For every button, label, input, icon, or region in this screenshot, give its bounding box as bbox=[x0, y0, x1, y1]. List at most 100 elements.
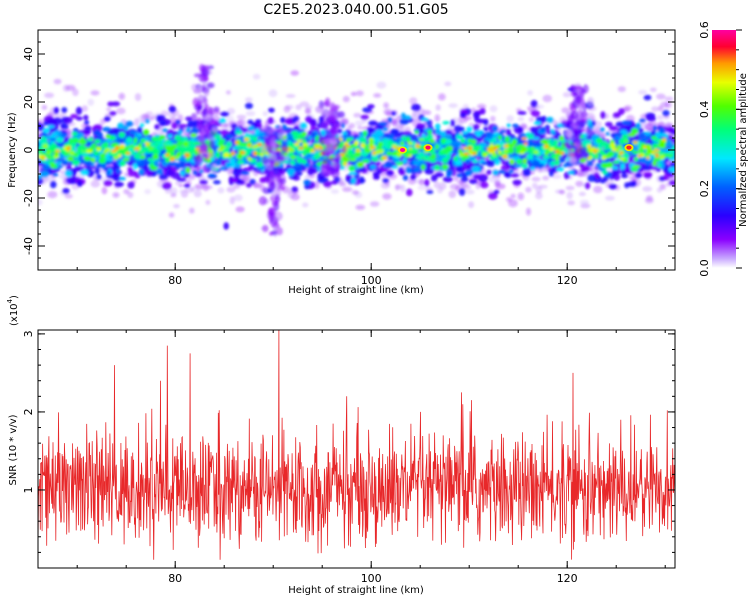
spectrogram-cell bbox=[229, 196, 235, 205]
spectrogram-cell bbox=[106, 107, 112, 112]
spectrogram-cell bbox=[631, 128, 639, 135]
spectrogram-cell bbox=[359, 176, 365, 184]
spectrogram-cell bbox=[62, 188, 70, 194]
spectrogram-excursion-cell bbox=[204, 114, 212, 122]
spectrogram-cell bbox=[444, 134, 452, 139]
spectrogram-cell bbox=[103, 141, 109, 148]
spectrogram-cell bbox=[454, 125, 462, 133]
spectrogram-cell bbox=[267, 117, 274, 125]
spectrogram-cell bbox=[656, 163, 662, 168]
spectrogram-cell bbox=[83, 155, 92, 162]
spectrogram-cell bbox=[87, 98, 95, 106]
spectrogram-cell bbox=[90, 180, 101, 188]
spectrogram-cell bbox=[191, 127, 199, 135]
spectrogram-cell bbox=[517, 116, 525, 122]
spectrogram-cell bbox=[503, 144, 509, 149]
spectrogram-cell bbox=[613, 168, 621, 176]
spectrogram-cell bbox=[472, 151, 477, 156]
spectrogram-cell bbox=[589, 148, 595, 152]
spectrogram-excursion-cell bbox=[206, 82, 215, 89]
spectrogram-cell bbox=[176, 177, 187, 182]
spectrogram-cell bbox=[40, 170, 49, 178]
spectrogram-cell bbox=[567, 200, 575, 206]
spectrogram-cell bbox=[401, 135, 407, 141]
spectrogram-cell bbox=[442, 121, 450, 125]
spectrogram-cell bbox=[247, 125, 255, 131]
spectrogram-cell bbox=[225, 141, 232, 148]
spectrogram-cell bbox=[387, 139, 394, 146]
spectrogram-cell bbox=[614, 132, 623, 137]
spectrogram-cell bbox=[192, 170, 198, 175]
spectrogram-cell bbox=[244, 137, 250, 142]
spectrogram-cell bbox=[39, 139, 45, 145]
spectrogram-cell bbox=[296, 139, 303, 143]
spectrogram-cell bbox=[668, 180, 675, 186]
spectrogram-excursion-cell bbox=[203, 123, 213, 133]
spectrogram-cell bbox=[304, 162, 311, 168]
spectrogram-cell bbox=[600, 151, 606, 156]
spectrogram-cell bbox=[511, 123, 519, 128]
spectrogram-cell bbox=[387, 117, 393, 123]
spectrogram-cell bbox=[382, 138, 389, 145]
spectrogram-cell bbox=[223, 222, 229, 230]
spectrogram-cell bbox=[448, 190, 457, 199]
spectrogram-cell bbox=[605, 131, 610, 136]
spectrogram-cell bbox=[89, 164, 96, 169]
spectrogram-cell bbox=[534, 141, 542, 146]
spectrogram-cell bbox=[544, 151, 549, 156]
spectrogram-cell bbox=[659, 154, 665, 160]
spectrogram-cell bbox=[559, 157, 566, 163]
spectrogram-cell bbox=[411, 150, 416, 155]
spectrogram-cell bbox=[388, 133, 394, 139]
spectrogram-cell bbox=[298, 146, 304, 150]
spectrogram-cell bbox=[372, 171, 380, 177]
spectrogram-cell bbox=[126, 137, 133, 143]
spectrogram-cell bbox=[236, 114, 247, 120]
spectrogram-cell bbox=[235, 145, 242, 150]
spectrogram-cell bbox=[530, 166, 536, 171]
spectrogram-cell bbox=[512, 138, 518, 145]
spectrogram-cell bbox=[637, 140, 642, 146]
spectrogram-cell bbox=[42, 133, 48, 137]
spectrogram-cell bbox=[659, 183, 666, 190]
spectrogram-cell bbox=[657, 142, 666, 149]
spectrogram-cell bbox=[47, 191, 58, 199]
spectrogram-cell bbox=[543, 144, 549, 149]
spectrogram-cell bbox=[179, 189, 185, 194]
spectrogram-cell bbox=[351, 177, 356, 185]
spectrogram-cell bbox=[489, 155, 496, 160]
spectrogram-cell bbox=[229, 158, 237, 166]
spectrogram-cell bbox=[506, 197, 512, 202]
spectrogram-cell bbox=[69, 150, 75, 156]
spectrogram-cell bbox=[168, 161, 177, 166]
spectrogram-cell bbox=[123, 188, 130, 195]
spectrogram-cell bbox=[546, 116, 554, 124]
spectrogram-cell bbox=[150, 159, 155, 164]
spectrogram-cell bbox=[497, 134, 503, 141]
spectrogram-cell bbox=[249, 178, 256, 185]
spectrogram-cell bbox=[185, 146, 192, 153]
spectrogram-cell bbox=[370, 145, 376, 150]
spectrogram-cell bbox=[642, 158, 649, 164]
spectrogram-cell bbox=[655, 131, 663, 139]
spectrogram-cell bbox=[173, 204, 180, 209]
spectrogram-cell bbox=[400, 141, 405, 146]
spectrogram-cell bbox=[438, 182, 447, 190]
spectrogram-cell bbox=[471, 107, 477, 113]
spectrogram-cell bbox=[438, 93, 446, 101]
spectrogram-cell bbox=[295, 104, 302, 111]
spectrogram-cell bbox=[410, 174, 417, 181]
spectrogram-cell bbox=[175, 181, 181, 186]
spectrogram-cell bbox=[189, 186, 196, 192]
spectrogram-cell bbox=[58, 153, 66, 160]
spectrogram-cell bbox=[61, 133, 69, 137]
spectrogram-cell bbox=[255, 119, 262, 124]
spectrogram-cell bbox=[535, 116, 545, 122]
spectrogram-cell bbox=[80, 139, 87, 145]
spectrogram-cell bbox=[586, 162, 594, 167]
spectrogram-cell bbox=[399, 121, 409, 125]
spectrogram-cell bbox=[450, 119, 456, 127]
spectrogram-cell bbox=[97, 133, 104, 139]
spectrogram-cell bbox=[526, 133, 535, 140]
spectrogram-cell bbox=[118, 92, 126, 100]
